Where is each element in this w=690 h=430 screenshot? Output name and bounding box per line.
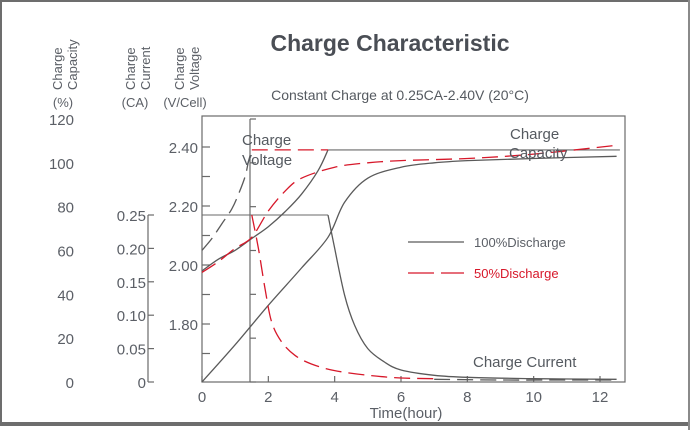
x-axis-tick-label: 8	[463, 389, 471, 406]
series-voltage-50-discharge	[201, 149, 253, 251]
current-axis-tick-label: 0.20	[117, 241, 146, 258]
annotation-charge-voltage-line1: Charge	[242, 132, 291, 149]
current-axis-tick-label: 0.15	[117, 275, 146, 292]
annotation-charge-capacity-line1: Charge	[510, 126, 559, 143]
current-axis-tick-label: 0.25	[117, 208, 146, 225]
voltage-axis-tick-label: 2.00	[169, 258, 198, 275]
series-current-100-discharge	[327, 214, 617, 380]
legend-label-1: 100%Discharge	[474, 235, 566, 250]
voltage-axis-label-line2: Voltage	[187, 47, 202, 90]
voltage-axis-tick-label: 2.40	[169, 140, 198, 157]
capacity-axis-tick-label: 0	[66, 375, 74, 392]
x-axis-tick-label: 10	[525, 389, 542, 406]
series-current-50-discharge	[251, 214, 435, 380]
voltage-axis-tick-label: 1.80	[169, 317, 198, 334]
chart-frame-right-edge	[688, 0, 690, 430]
x-axis-label: Time(hour)	[370, 405, 443, 422]
legend-label-2: 50%Discharge	[474, 266, 559, 281]
capacity-axis-tick-label: 100	[49, 156, 74, 173]
annotation-charge-capacity-line2: Capacity	[509, 145, 568, 162]
capacity-axis-label: Charge Capacity (%)	[50, 39, 80, 110]
capacity-axis-tick-label: 80	[57, 200, 74, 217]
x-axis-tick-label: 0	[198, 389, 206, 406]
voltage-axis-label: Charge Voltage (V/Cell)	[163, 47, 206, 110]
capacity-axis-label-line2: Capacity	[65, 39, 80, 90]
capacity-axis-label-line1: Charge	[50, 47, 65, 90]
current-axis-tick-label: 0.10	[117, 308, 146, 325]
current-axis-label-line2: Current	[138, 46, 153, 90]
annotation-charge-current: Charge Current	[473, 354, 577, 371]
current-axis-label: Charge Current (CA)	[122, 46, 153, 110]
voltage-axis-unit: (V/Cell)	[163, 95, 206, 110]
capacity-axis-unit: (%)	[53, 95, 73, 110]
current-axis-label-line1: Charge	[123, 47, 138, 90]
capacity-axis-tick-label: 20	[57, 331, 74, 348]
current-axis-tick-label: 0	[138, 375, 146, 392]
x-axis-tick-label: 2	[264, 389, 272, 406]
capacity-axis-tick-label: 120	[49, 112, 74, 129]
series-current-50-discharge-tail	[434, 378, 617, 381]
voltage-axis-tick-label: 2.20	[169, 199, 198, 216]
current-axis-unit: (CA)	[122, 95, 149, 110]
chart-title: Charge Characteristic	[270, 30, 509, 56]
series-voltage-100-discharge	[201, 149, 329, 272]
series-capacity-50-discharge	[201, 144, 617, 273]
voltage-axis-label-line1: Charge	[172, 47, 187, 90]
capacity-axis-tick-label: 40	[57, 287, 74, 304]
x-axis-tick-label: 12	[592, 389, 609, 406]
current-axis-tick-label: 0.05	[117, 342, 146, 359]
x-axis-tick-label: 6	[397, 389, 405, 406]
x-axis-tick-label: 4	[330, 389, 338, 406]
plot-area-frame	[201, 115, 626, 383]
annotation-charge-voltage-line2: Voltage	[242, 152, 292, 169]
capacity-axis-tick-label: 60	[57, 244, 74, 261]
chart-subtitle: Constant Charge at 0.25CA-2.40V (20°C)	[271, 87, 529, 103]
